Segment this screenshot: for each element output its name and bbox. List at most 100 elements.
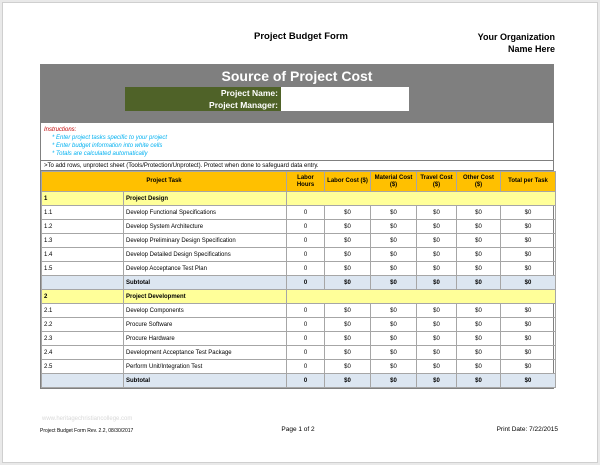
cell-material[interactable]: $0 xyxy=(370,261,417,276)
banner-title: Source of Project Cost xyxy=(221,68,373,84)
instruction-line: * Enter budget information into white ce… xyxy=(52,143,163,149)
project-values xyxy=(281,87,409,111)
header-total-per-task: Total per Task xyxy=(500,171,556,192)
cell-travel[interactable]: $0 xyxy=(416,303,457,318)
header-other-cost: Other Cost ($) xyxy=(456,171,501,192)
cell-other[interactable]: $0 xyxy=(456,345,501,360)
cell-material[interactable]: $0 xyxy=(370,205,417,220)
cell-other[interactable]: $0 xyxy=(456,317,501,332)
cell-material[interactable]: $0 xyxy=(370,317,417,332)
cell-total: $0 xyxy=(500,331,556,346)
cell-labor[interactable]: $0 xyxy=(324,247,371,262)
subtotal-row: Subtotal 0 $0 $0 $0 $0 $0 xyxy=(41,373,556,388)
cell-travel[interactable]: $0 xyxy=(416,331,457,346)
cell-labor[interactable]: $0 xyxy=(324,331,371,346)
task-name[interactable]: Develop Preliminary Design Specification xyxy=(123,233,287,248)
cell-other[interactable]: $0 xyxy=(456,331,501,346)
task-name[interactable]: Develop Components xyxy=(123,303,287,318)
cell-labor[interactable]: $0 xyxy=(324,205,371,220)
project-name-field[interactable] xyxy=(281,87,409,99)
cell-material[interactable]: $0 xyxy=(370,359,417,374)
cell-other[interactable]: $0 xyxy=(456,233,501,248)
cell-travel[interactable]: $0 xyxy=(416,359,457,374)
org-line-1: Your Organization xyxy=(477,32,555,42)
task-name[interactable]: Develop Detailed Design Specifications xyxy=(123,247,287,262)
cell-material[interactable]: $0 xyxy=(370,233,417,248)
cell-labor[interactable]: $0 xyxy=(324,317,371,332)
section-number: 2 xyxy=(41,289,124,304)
cell-travel[interactable]: $0 xyxy=(416,317,457,332)
cell-hours[interactable]: 0 xyxy=(286,359,325,374)
cell-hours[interactable]: 0 xyxy=(286,233,325,248)
budget-sheet: Source of Project Cost Project Name: Pro… xyxy=(40,64,556,389)
header-travel-cost: Travel Cost ($) xyxy=(416,171,457,192)
task-id: 2.1 xyxy=(41,303,124,318)
watermark-text: www.heritagechristiancollege.com xyxy=(42,416,133,422)
subtotal-material: $0 xyxy=(370,373,417,388)
instructions: Instructions: * Enter project tasks spec… xyxy=(41,123,553,161)
task-name[interactable]: Perform Unit/Integration Test xyxy=(123,359,287,374)
task-id: 1.5 xyxy=(41,261,124,276)
table-row: 2.3 Procure Hardware 0 $0 $0 $0 $0 $0 xyxy=(41,331,556,346)
cell-other[interactable]: $0 xyxy=(456,219,501,234)
cell-labor[interactable]: $0 xyxy=(324,303,371,318)
cell-total: $0 xyxy=(500,359,556,374)
cell-travel[interactable]: $0 xyxy=(416,345,457,360)
project-manager-field[interactable] xyxy=(281,99,409,111)
cell-other[interactable]: $0 xyxy=(456,303,501,318)
task-name[interactable]: Develop Acceptance Test Plan xyxy=(123,261,287,276)
cell-travel[interactable]: $0 xyxy=(416,247,457,262)
task-name[interactable]: Develop System Architecture xyxy=(123,219,287,234)
subtotal-blank xyxy=(41,275,124,290)
subtotal-label: Subtotal xyxy=(123,275,287,290)
cell-other[interactable]: $0 xyxy=(456,261,501,276)
cell-material[interactable]: $0 xyxy=(370,247,417,262)
subtotal-blank xyxy=(41,373,124,388)
cell-hours[interactable]: 0 xyxy=(286,219,325,234)
cell-labor[interactable]: $0 xyxy=(324,219,371,234)
subtotal-total: $0 xyxy=(500,275,556,290)
table-row: 1.1 Develop Functional Specifications 0 $0 $… xyxy=(41,205,556,220)
task-id: 2.5 xyxy=(41,359,124,374)
cell-other[interactable]: $0 xyxy=(456,359,501,374)
cell-travel[interactable]: $0 xyxy=(416,205,457,220)
cell-travel[interactable]: $0 xyxy=(416,261,457,276)
cell-hours[interactable]: 0 xyxy=(286,247,325,262)
task-id: 1.4 xyxy=(41,247,124,262)
header-project-task: Project Task xyxy=(41,171,287,192)
cell-travel[interactable]: $0 xyxy=(416,233,457,248)
cell-total: $0 xyxy=(500,345,556,360)
cell-other[interactable]: $0 xyxy=(456,205,501,220)
cell-material[interactable]: $0 xyxy=(370,303,417,318)
cell-hours[interactable]: 0 xyxy=(286,205,325,220)
cell-total: $0 xyxy=(500,317,556,332)
cell-hours[interactable]: 0 xyxy=(286,317,325,332)
header-labor-cost: Labor Cost ($) xyxy=(324,171,371,192)
cell-hours[interactable]: 0 xyxy=(286,331,325,346)
section-row: 1 Project Design xyxy=(41,191,556,206)
task-name[interactable]: Development Acceptance Test Package xyxy=(123,345,287,360)
cell-total: $0 xyxy=(500,219,556,234)
cell-material[interactable]: $0 xyxy=(370,345,417,360)
header-material-cost: Material Cost ($) xyxy=(370,171,417,192)
protection-note: >To add rows, unprotect sheet (Tools/Pro… xyxy=(41,161,553,171)
cell-labor[interactable]: $0 xyxy=(324,359,371,374)
task-name[interactable]: Procure Hardware xyxy=(123,331,287,346)
cell-labor[interactable]: $0 xyxy=(324,233,371,248)
cell-other[interactable]: $0 xyxy=(456,247,501,262)
task-name[interactable]: Procure Software xyxy=(123,317,287,332)
cell-hours[interactable]: 0 xyxy=(286,345,325,360)
section-fill xyxy=(286,191,556,206)
cell-labor[interactable]: $0 xyxy=(324,261,371,276)
task-name[interactable]: Develop Functional Specifications xyxy=(123,205,287,220)
cell-travel[interactable]: $0 xyxy=(416,219,457,234)
cell-labor[interactable]: $0 xyxy=(324,345,371,360)
cell-hours[interactable]: 0 xyxy=(286,261,325,276)
cell-material[interactable]: $0 xyxy=(370,219,417,234)
cell-hours[interactable]: 0 xyxy=(286,303,325,318)
document-title: Project Budget Form xyxy=(254,31,348,42)
table-row: 1.3 Develop Preliminary Design Specificat… xyxy=(41,233,556,248)
task-id: 1.2 xyxy=(41,219,124,234)
cell-material[interactable]: $0 xyxy=(370,331,417,346)
budget-table-body: 1 Project Design 1.1 Develop Functional Spe… xyxy=(41,191,556,388)
